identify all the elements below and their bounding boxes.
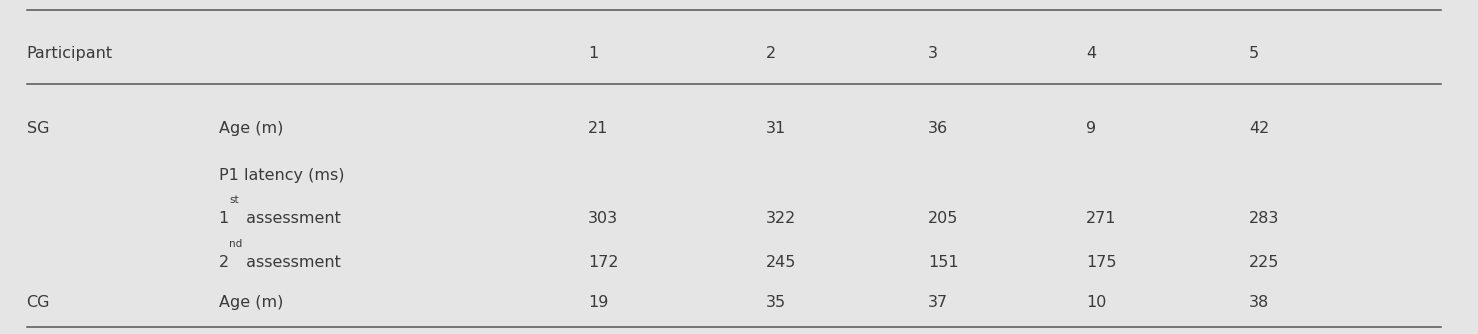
Text: 2: 2: [766, 46, 776, 61]
Text: 245: 245: [766, 255, 797, 270]
Text: 21: 21: [588, 121, 609, 136]
Text: 37: 37: [928, 295, 949, 310]
Text: 31: 31: [766, 121, 786, 136]
Text: 36: 36: [928, 121, 949, 136]
Text: 19: 19: [588, 295, 609, 310]
Text: 151: 151: [928, 255, 959, 270]
Text: Age (m): Age (m): [219, 121, 284, 136]
Text: Participant: Participant: [27, 46, 112, 61]
Text: 205: 205: [928, 211, 959, 226]
Text: 9: 9: [1086, 121, 1097, 136]
Text: 2: 2: [219, 255, 229, 270]
Text: 322: 322: [766, 211, 795, 226]
Text: 5: 5: [1249, 46, 1259, 61]
Text: 172: 172: [588, 255, 619, 270]
Text: assessment: assessment: [241, 255, 341, 270]
Text: 1: 1: [219, 211, 229, 226]
Text: 10: 10: [1086, 295, 1107, 310]
Text: 283: 283: [1249, 211, 1280, 226]
Text: st: st: [229, 195, 239, 205]
Text: 35: 35: [766, 295, 786, 310]
Text: Age (m): Age (m): [219, 295, 284, 310]
Text: 42: 42: [1249, 121, 1270, 136]
Text: SG: SG: [27, 121, 49, 136]
Text: 4: 4: [1086, 46, 1097, 61]
Text: 38: 38: [1249, 295, 1270, 310]
Text: P1 latency (ms): P1 latency (ms): [219, 168, 344, 183]
Text: 303: 303: [588, 211, 618, 226]
Text: assessment: assessment: [241, 211, 341, 226]
Text: 225: 225: [1249, 255, 1280, 270]
Text: CG: CG: [27, 295, 50, 310]
Text: 271: 271: [1086, 211, 1117, 226]
Text: nd: nd: [229, 239, 242, 249]
Text: 3: 3: [928, 46, 939, 61]
Text: 175: 175: [1086, 255, 1117, 270]
Text: 1: 1: [588, 46, 599, 61]
